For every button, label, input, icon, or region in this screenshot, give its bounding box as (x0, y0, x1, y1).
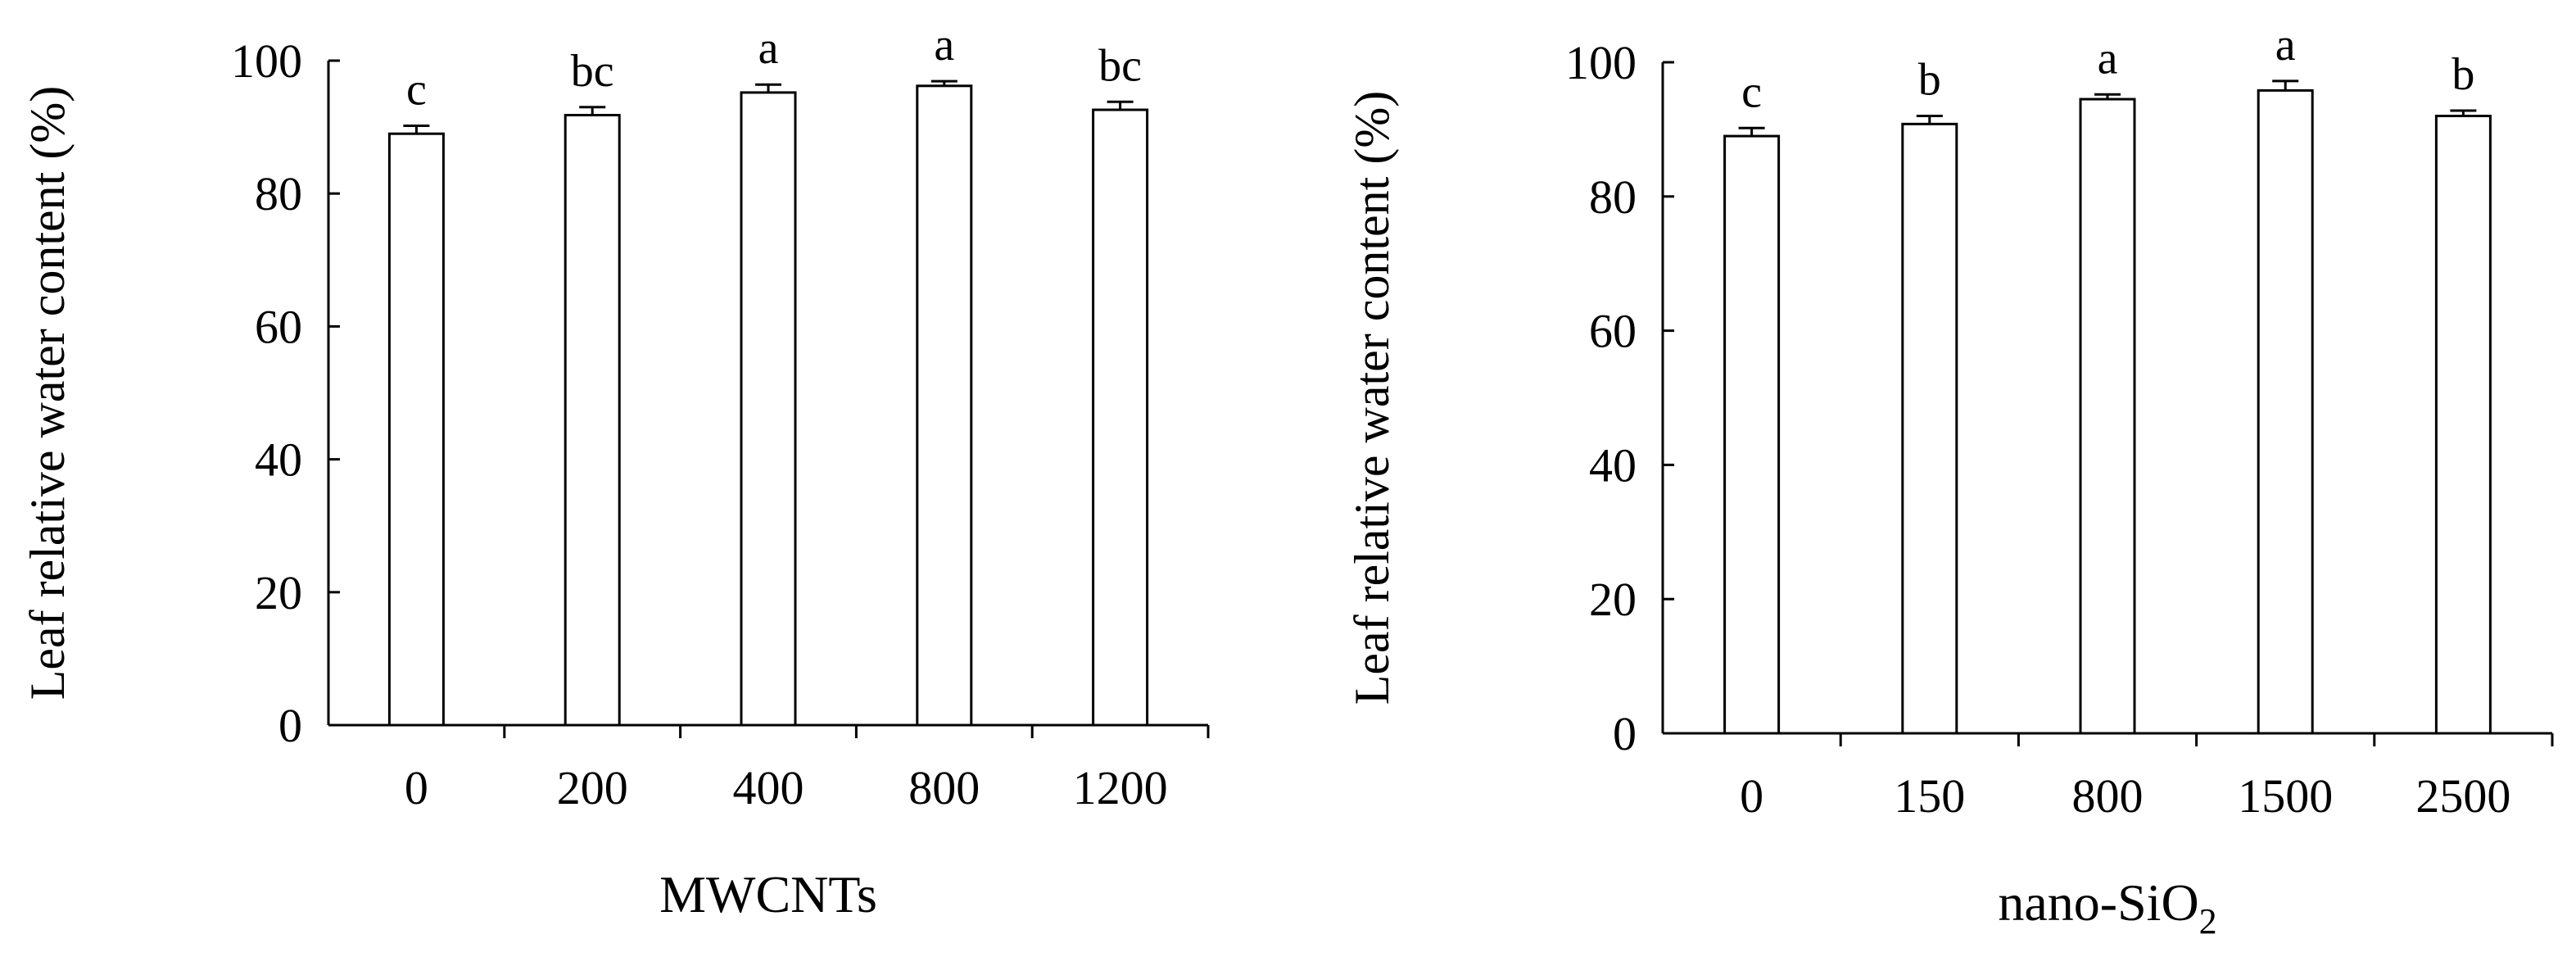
x-tick-label: 200 (557, 761, 628, 814)
y-tick-label: 20 (255, 566, 302, 619)
significance-letter: b (2452, 49, 2474, 100)
y-tick-label: 0 (1613, 707, 1637, 760)
y-axis-label: Leaf relative water content (%) (1345, 91, 1399, 705)
y-tick-label: 80 (1589, 170, 1637, 224)
significance-letter: a (2275, 20, 2296, 70)
y-tick-label: 60 (1589, 305, 1637, 358)
y-axis-label: Leaf relative water content (%) (20, 86, 75, 701)
significance-letter: c (1741, 66, 1762, 117)
significance-letter: a (758, 23, 779, 74)
y-tick-label: 60 (255, 300, 302, 353)
x-axis-label-subscript: 2 (2199, 901, 2217, 941)
chart-panel-nano-sio2: 0 20 40 60 80 100 c 0 b 150 a 800 a 1500 b 2500 nano-SiO… (1345, 20, 2554, 941)
bar (916, 84, 973, 727)
x-tick-label: 800 (2072, 769, 2144, 823)
y-tick-label: 80 (255, 167, 302, 220)
x-tick-label: 0 (405, 761, 428, 814)
x-tick-label: 800 (908, 761, 980, 814)
bar (740, 91, 797, 727)
x-tick-label: 150 (1894, 769, 1965, 823)
y-tick-label: 40 (255, 433, 302, 487)
bar (1092, 108, 1149, 727)
significance-letter: c (406, 64, 427, 115)
bar (564, 114, 621, 727)
x-axis-label-main: MWCNTs (659, 865, 877, 923)
significance-letter: b (1918, 55, 1941, 106)
y-tick-label: 20 (1589, 573, 1637, 626)
bar (2434, 115, 2492, 735)
x-tick-label: 1500 (2238, 769, 2333, 823)
bar (1723, 134, 1781, 735)
y-tick-label: 100 (1565, 36, 1637, 89)
bar (2079, 98, 2136, 735)
x-tick-label: 2500 (2415, 769, 2510, 823)
y-tick-label: 40 (1589, 438, 1637, 492)
significance-letter: a (2098, 33, 2118, 84)
bar (1901, 122, 1958, 735)
x-tick-label: 0 (1740, 769, 1763, 823)
y-tick-label: 100 (231, 34, 302, 88)
x-tick-label: 400 (733, 761, 804, 814)
x-axis-label: MWCNTs (659, 865, 877, 923)
chart-panel-mwcnts: 0 20 40 60 80 100 c 0 bc 200 a 400 a 800 bc 1200 MWCNTs L… (20, 20, 1210, 923)
bar (387, 132, 445, 727)
x-tick-label: 1200 (1073, 761, 1168, 814)
significance-letter: bc (571, 46, 614, 97)
x-axis-label: nano-SiO2 (1998, 873, 2216, 941)
bar (2257, 88, 2314, 735)
y-tick-label: 0 (278, 699, 302, 752)
significance-letter: a (934, 20, 954, 70)
x-axis-label-main: nano-SiO (1998, 873, 2198, 932)
significance-letter: bc (1098, 40, 1142, 91)
